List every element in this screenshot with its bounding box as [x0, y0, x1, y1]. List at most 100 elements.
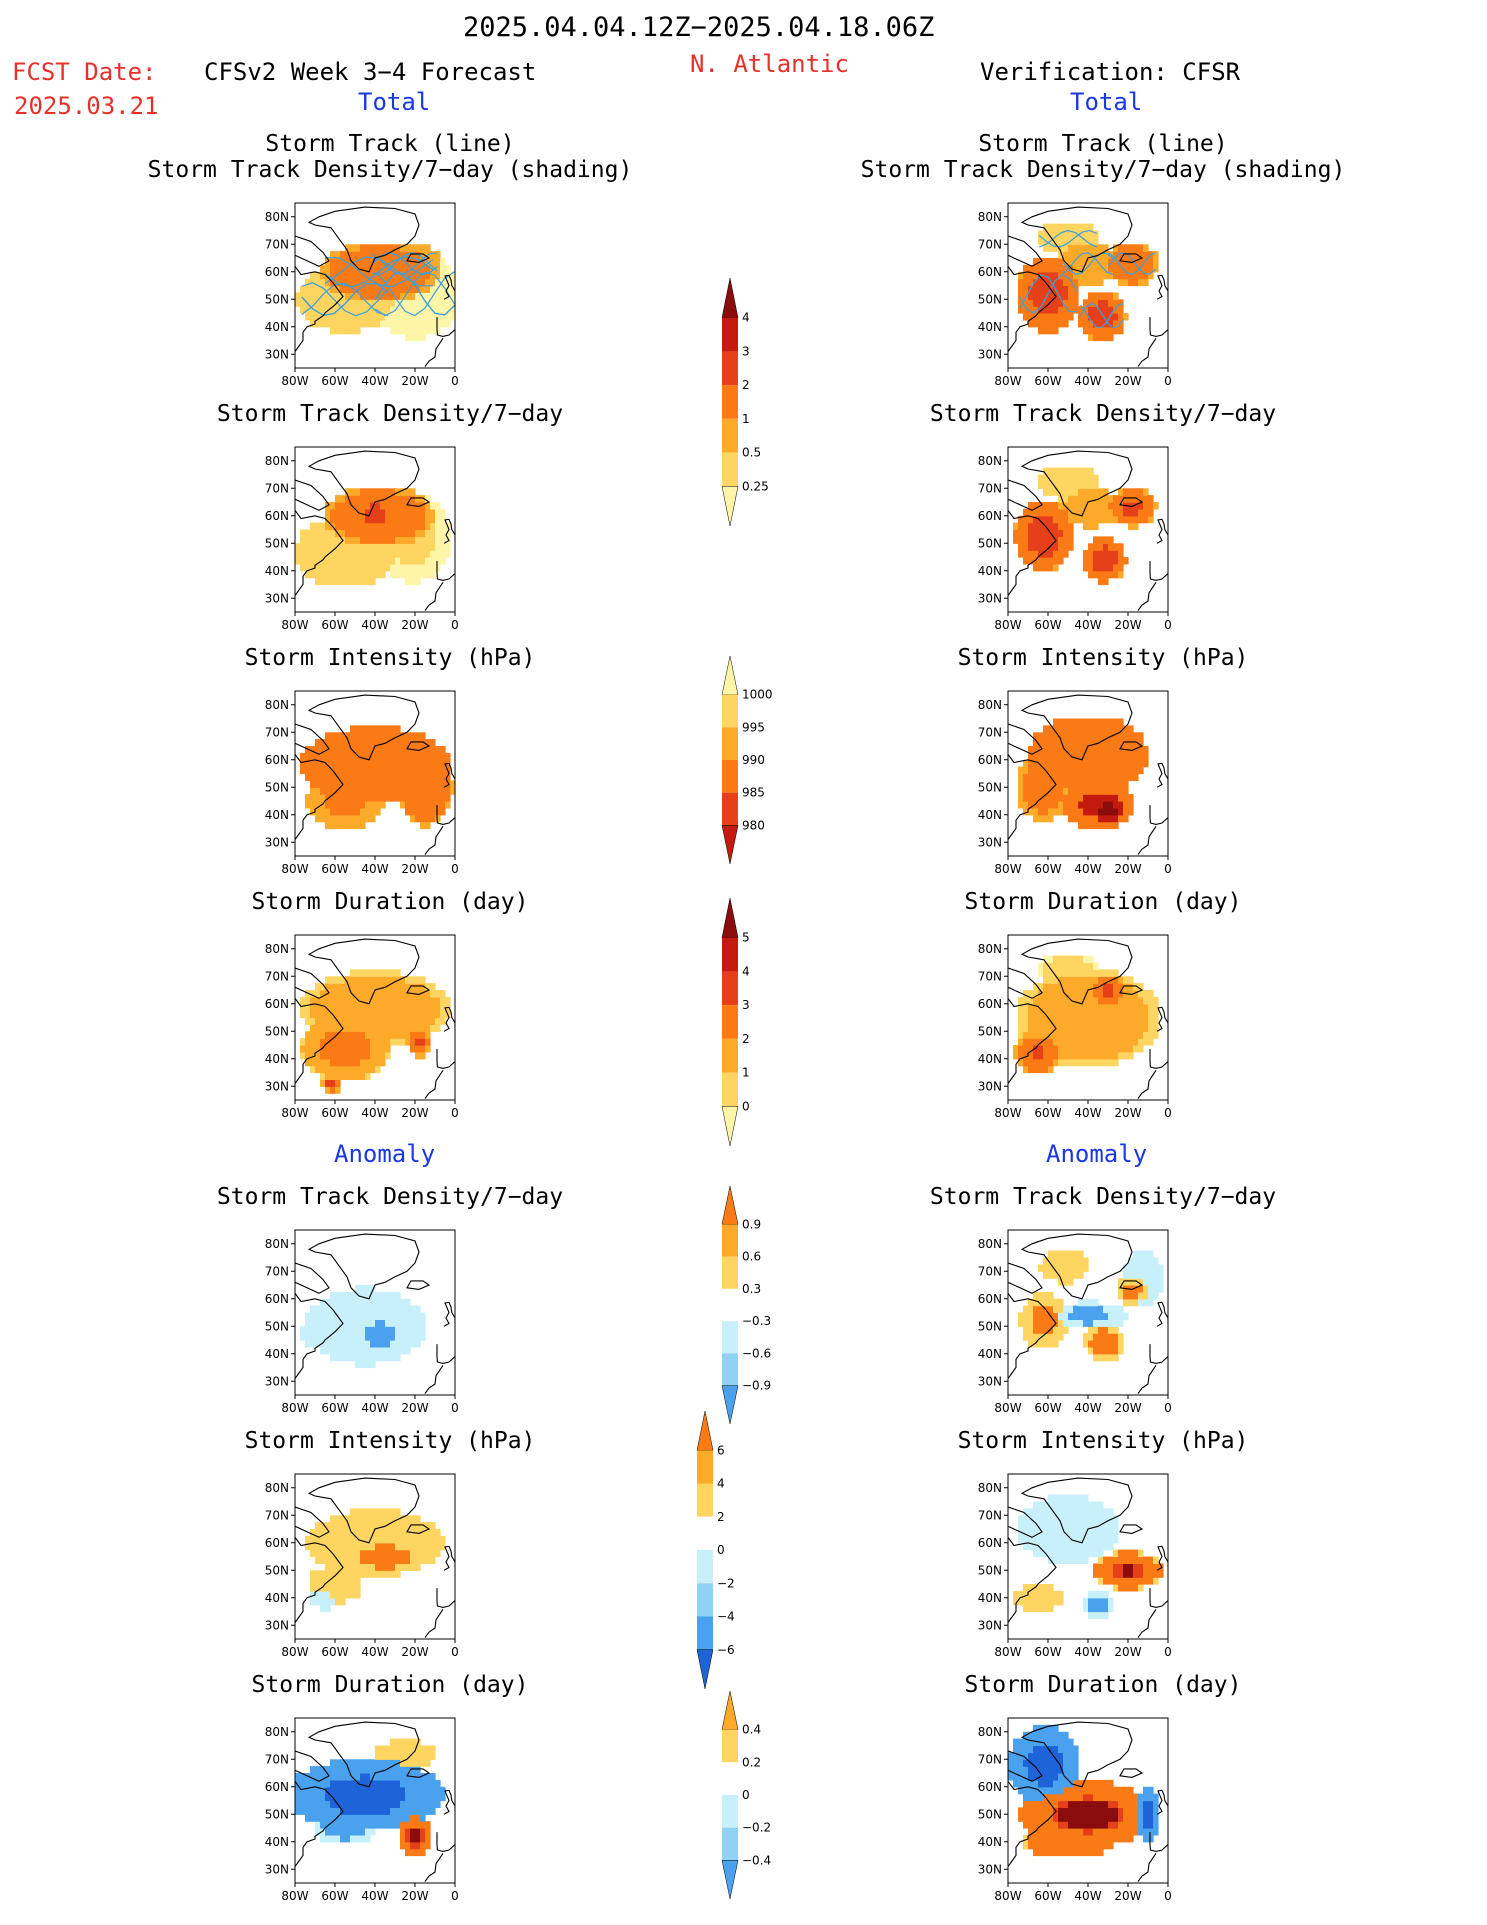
heatmap-cell [390, 1298, 396, 1307]
heatmap-cell [375, 1522, 381, 1530]
heatmap-cell [375, 502, 381, 510]
heatmap-cell [1008, 1773, 1014, 1781]
heatmap-cell [1123, 814, 1129, 823]
heatmap-cell [1128, 515, 1134, 524]
heatmap-cell [1118, 1340, 1124, 1348]
heatmap-cell [1088, 306, 1094, 314]
heatmap-cell [1018, 1745, 1024, 1753]
heatmap-cell [320, 752, 326, 761]
heatmap-cell [400, 258, 406, 266]
heatmap-cell [370, 543, 376, 551]
heatmap-cell [1058, 223, 1064, 232]
heatmap-cell [1028, 299, 1034, 307]
heatmap-cell [315, 529, 321, 537]
heatmap-cell [390, 292, 396, 300]
heatmap-cell [355, 1065, 361, 1074]
heatmap-cell [1053, 1264, 1059, 1272]
heatmap-cell [395, 1038, 401, 1046]
heatmap-cell [355, 746, 361, 754]
heatmap-cell [1093, 1611, 1099, 1619]
heatmap-cell [320, 1773, 326, 1781]
heatmap-cell [410, 251, 416, 259]
heatmap-cell [355, 258, 361, 266]
lat-tick-label: 30N [978, 347, 1002, 361]
heatmap-cell [330, 570, 336, 579]
heatmap-cell [405, 1024, 411, 1032]
heatmap-cell [1018, 1766, 1024, 1774]
heatmap-cell [1103, 488, 1109, 496]
heatmap-cell [330, 814, 336, 823]
heatmap-cell [310, 1003, 316, 1012]
heatmap-cell [405, 1549, 411, 1558]
heatmap-cell [1103, 1333, 1109, 1341]
heatmap-cell [375, 570, 381, 579]
heatmap-cell [350, 1017, 356, 1025]
heatmap-cell [360, 1556, 366, 1564]
heatmap-cell [1088, 1542, 1094, 1551]
heatmap-cell [1043, 983, 1049, 991]
heatmap-cell [405, 1814, 411, 1822]
heatmap-cell [305, 278, 311, 287]
heatmap-cell [1133, 1003, 1139, 1012]
heatmap-cell [450, 292, 455, 300]
heatmap-cell [350, 1563, 356, 1571]
heatmap-cell [1063, 1494, 1069, 1503]
heatmap-cell [1043, 739, 1049, 747]
heatmap-cell [375, 563, 381, 572]
heatmap-cell [1058, 996, 1064, 1005]
heatmap-cell [1133, 1024, 1139, 1032]
heatmap-cell [1108, 814, 1114, 823]
heatmap-cell [415, 529, 421, 537]
heatmap-cell [1053, 739, 1059, 747]
heatmap-cell [355, 801, 361, 809]
heatmap-cell [1073, 1494, 1079, 1503]
heatmap-cell [415, 495, 421, 503]
heatmap-cell [1098, 821, 1104, 830]
heatmap-cell [405, 271, 411, 280]
heatmap-cell [375, 1326, 381, 1334]
heatmap-cell [1108, 1834, 1114, 1843]
heatmap-cell [410, 1038, 416, 1046]
heatmap-cell [315, 1038, 321, 1046]
heatmap-cell [380, 801, 386, 809]
heatmap-cell [380, 759, 386, 768]
heatmap-cell [335, 1346, 341, 1355]
heatmap-cell [1073, 1828, 1079, 1836]
heatmap-cell [1033, 990, 1039, 998]
heatmap-cell [1083, 962, 1089, 970]
heatmap-cell [1063, 1038, 1069, 1046]
heatmap-cell [1028, 996, 1034, 1005]
lat-tick-label: 80N [978, 454, 1002, 468]
heatmap-cell [1038, 1814, 1044, 1822]
heatmap-cell [440, 264, 446, 273]
heatmap-cell [1148, 264, 1154, 273]
heatmap-cell [395, 1752, 401, 1760]
heatmap-cell [1068, 1535, 1074, 1544]
heatmap-cell [390, 1738, 396, 1747]
heatmap-cell [1068, 1312, 1074, 1320]
heatmap-cell [1088, 1326, 1094, 1334]
lon-tick-label: 20W [1114, 374, 1141, 388]
heatmap-cell [380, 1563, 386, 1571]
heatmap-cell [420, 570, 426, 579]
heatmap-cell [295, 1779, 301, 1788]
heatmap-cell [1048, 292, 1054, 300]
heatmap-cell [1143, 515, 1149, 524]
heatmap-cell [1058, 1814, 1064, 1822]
heatmap-cell [1068, 1003, 1074, 1012]
heatmap-cell [1113, 1003, 1119, 1012]
heatmap-cell [420, 1800, 426, 1808]
heatmap-cell [350, 1298, 356, 1307]
heatmap-cell [340, 821, 346, 830]
heatmap-cell [1118, 1051, 1124, 1060]
heatmap-cell [395, 529, 401, 537]
heatmap-cell [1058, 1051, 1064, 1060]
heatmap-cell [1058, 230, 1064, 238]
heatmap-cell [1053, 1556, 1059, 1564]
heatmap-cell [1038, 752, 1044, 761]
heatmap-cell [1088, 1501, 1094, 1509]
heatmap-cell [1023, 1814, 1029, 1822]
heatmap-cell [365, 773, 371, 781]
heatmap-cell [365, 1563, 371, 1571]
heatmap-cell [1098, 766, 1104, 775]
